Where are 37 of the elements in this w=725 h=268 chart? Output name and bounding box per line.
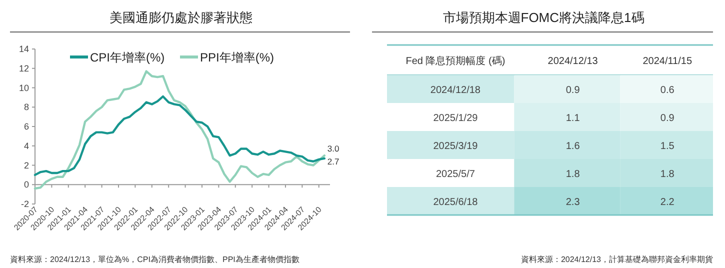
- chart-title: 市場預期本週FOMC將決議降息1碼: [442, 10, 644, 25]
- y-tick-label: 0: [24, 180, 29, 190]
- y-tick-label: 2025/5/7: [436, 169, 476, 180]
- data-label: 1.5: [660, 141, 675, 152]
- data-label: 0.9: [660, 113, 675, 124]
- y-tick-label: 2: [24, 160, 29, 170]
- y-axis-title: Fed 降息預期幅度 (碼): [406, 55, 506, 67]
- annotation: 3.0: [327, 144, 340, 154]
- y-tick-label: 8: [24, 102, 29, 112]
- data-label: 0.6: [660, 85, 675, 96]
- data-label: 1.8: [660, 169, 675, 180]
- y-tick-label: 6: [24, 122, 29, 132]
- y-tick-label: 14: [18, 44, 29, 54]
- source-note: 資料來源：2024/12/13，單位為%，CPI為消費者物價指數、PPI為生產者物價指數: [10, 255, 300, 264]
- legend-label: CPI年增率(%): [90, 50, 165, 64]
- data-label: 1.8: [566, 169, 580, 180]
- legend-label: PPI年增率(%): [200, 50, 274, 64]
- data-label: 1.6: [566, 141, 580, 152]
- x-tick-label: 2024/12/13: [548, 56, 598, 67]
- line-series: [34, 70, 326, 190]
- data-label: 0.9: [566, 85, 580, 96]
- y-tick-label: 4: [24, 140, 29, 151]
- x-tick-label: 2024/11/15: [642, 56, 692, 67]
- data-label: 2.2: [660, 197, 675, 208]
- chart-title: 美國通膨仍處於膠著狀態: [110, 10, 252, 25]
- y-tick-label: 2025/1/29: [433, 113, 478, 124]
- y-tick-label: 10: [18, 82, 29, 93]
- data-label: 1.1: [566, 113, 580, 124]
- y-tick-label: 12: [18, 63, 29, 74]
- source-note: 資料來源：2024/12/13，計算基礎為聯邦資金利率期貨: [520, 255, 713, 264]
- y-tick-label: 2024/12/18: [430, 85, 481, 96]
- line-series: [34, 95, 326, 176]
- data-label: 2.3: [566, 197, 580, 208]
- y-tick-label: 2025/3/19: [433, 141, 478, 152]
- y-tick-label: -2: [20, 199, 29, 209]
- y-tick-label: 2025/6/18: [433, 197, 478, 208]
- annotation: 2.7: [327, 156, 340, 166]
